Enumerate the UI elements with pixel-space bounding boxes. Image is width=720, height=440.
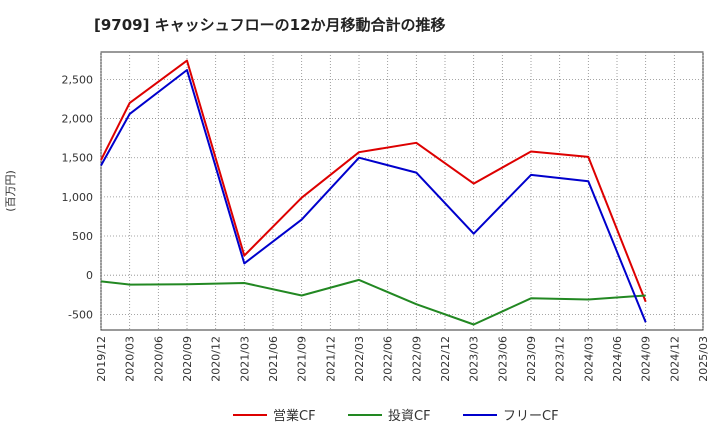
- x-tick-label: 2025/03: [697, 336, 710, 382]
- legend-label: フリーCF: [503, 409, 559, 424]
- x-tick-label: 2024/06: [611, 336, 624, 382]
- y-tick-label: 1,500: [62, 152, 94, 165]
- x-tick-label: 2020/03: [124, 336, 137, 382]
- series-line-営業CF: [100, 59, 647, 303]
- x-tick-label: 2021/09: [296, 336, 309, 382]
- x-axis: 2019/12 2020/03 2020/06 2020/09 2020/12 2021/…: [95, 336, 710, 382]
- x-tick-label: 2023/06: [496, 336, 509, 382]
- y-axis-label: (百万円): [4, 170, 17, 212]
- y-tick-label: 1,000: [62, 191, 94, 204]
- plot-frame: [100, 51, 704, 331]
- y-tick-label: 500: [72, 230, 93, 243]
- x-tick-label: 2022/12: [439, 336, 452, 382]
- x-tick-label: 2020/12: [210, 336, 223, 382]
- legend-label: 営業CF: [273, 408, 316, 424]
- x-tick-label: 2023/09: [525, 336, 538, 382]
- x-tick-label: 2020/06: [152, 336, 165, 382]
- x-tick-label: 2022/09: [410, 336, 423, 382]
- x-tick-label: 2021/06: [267, 336, 280, 382]
- y-tick-label: 2,500: [62, 73, 94, 86]
- x-tick-label: 2022/06: [382, 336, 395, 382]
- x-tick-label: 2020/09: [181, 336, 194, 382]
- series-line-投資CF: [100, 278, 646, 326]
- x-tick-label: 2021/03: [238, 336, 251, 382]
- plot-area: [100, 51, 704, 331]
- x-tick-label: 2024/12: [668, 336, 681, 382]
- x-tick-label: 2022/03: [353, 336, 366, 382]
- x-tick-label: 2023/03: [468, 336, 481, 382]
- x-tick-label: 2019/12: [95, 336, 108, 382]
- series-lines: [100, 59, 647, 326]
- x-tick-label: 2021/12: [324, 336, 337, 382]
- chart-title: [9709] キャッシュフローの12か月移動合計の推移: [94, 16, 446, 34]
- legend-label: 投資CF: [388, 408, 431, 424]
- x-tick-label: 2023/12: [554, 336, 567, 382]
- y-axis: 2,500 2,000 1,500 1,000 500 0 -500: [62, 73, 94, 321]
- x-tick-label: 2024/03: [582, 336, 595, 382]
- y-tick-label: 0: [86, 269, 93, 282]
- x-tick-label: 2024/09: [640, 336, 653, 382]
- y-tick-label: -500: [68, 308, 93, 321]
- legend: 営業CF 投資CF フリーCF: [233, 408, 559, 424]
- y-tick-label: 2,000: [62, 113, 94, 126]
- gridlines: [100, 52, 704, 330]
- series-line-フリーCF: [100, 69, 647, 323]
